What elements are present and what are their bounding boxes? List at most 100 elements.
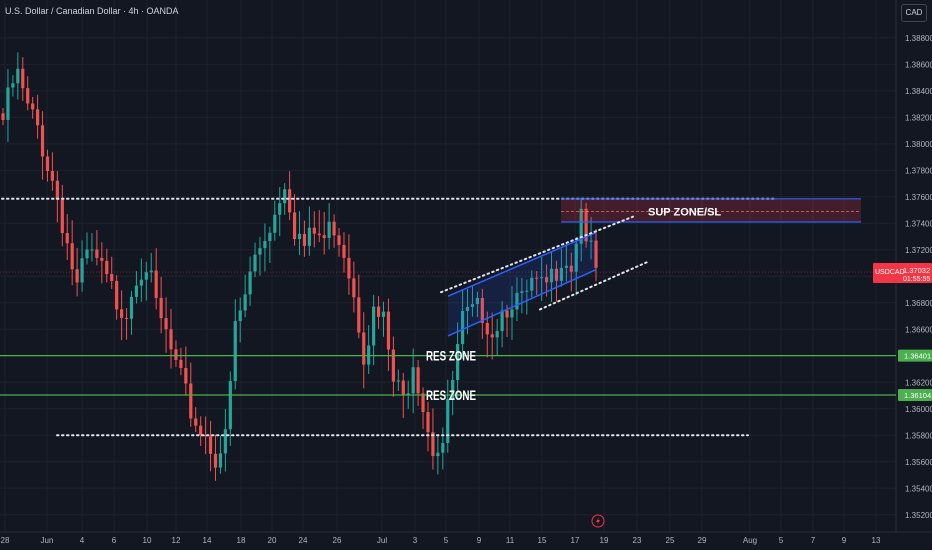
candle-body bbox=[55, 180, 59, 200]
price-tick-label: 1.36600 bbox=[905, 325, 932, 334]
candle-body bbox=[317, 233, 321, 236]
candle-body bbox=[105, 260, 109, 275]
price-tick-label: 1.38000 bbox=[905, 140, 932, 149]
time-tick-label: 12 bbox=[172, 536, 181, 545]
time-tick-label: 3 bbox=[413, 536, 418, 545]
channel-lower-line bbox=[447, 268, 597, 337]
candle-body bbox=[6, 87, 10, 120]
candle-body bbox=[115, 281, 119, 310]
candle-body bbox=[139, 279, 143, 286]
candle-body bbox=[431, 432, 435, 457]
candle-body bbox=[500, 310, 504, 332]
candle-body bbox=[134, 285, 139, 297]
price-tick-label: 1.37600 bbox=[905, 193, 932, 202]
bar-countdown: 01:55:55 bbox=[903, 276, 930, 283]
candle-body bbox=[90, 249, 94, 251]
candle-body bbox=[40, 125, 45, 157]
res-zone-label-2: RES ZONE bbox=[426, 387, 476, 403]
chart-grid bbox=[0, 0, 896, 532]
res-price-badge bbox=[898, 388, 932, 401]
candle-body bbox=[179, 359, 183, 368]
currency-button[interactable]: CAD bbox=[901, 4, 927, 22]
candle-body bbox=[65, 233, 69, 244]
candle-body bbox=[50, 171, 55, 181]
candle-body bbox=[559, 267, 564, 281]
candle-body bbox=[164, 318, 168, 330]
price-tick-label: 1.35800 bbox=[905, 431, 932, 440]
candle-body bbox=[223, 429, 227, 454]
candle-body bbox=[362, 332, 366, 365]
lower-diagonal-dotted bbox=[539, 260, 649, 311]
price-tick-label: 1.35600 bbox=[905, 458, 932, 467]
candle-body bbox=[451, 380, 455, 400]
time-tick-label: 9 bbox=[477, 536, 482, 545]
candle-body bbox=[238, 310, 242, 322]
candle-body bbox=[16, 68, 20, 84]
current-price-value: 1.37032 bbox=[903, 266, 930, 275]
res-price-value: 1.36104 bbox=[904, 391, 931, 400]
candle-body bbox=[357, 297, 361, 333]
candle-body bbox=[347, 257, 351, 279]
candle-body bbox=[110, 274, 114, 282]
candle-body bbox=[544, 277, 549, 283]
candle-body bbox=[594, 240, 598, 268]
time-tick-label: Aug bbox=[743, 536, 757, 545]
candle-body bbox=[327, 221, 331, 238]
candle-body bbox=[337, 235, 341, 245]
candle-body bbox=[258, 248, 262, 255]
candle-body bbox=[243, 294, 247, 311]
time-tick-label: 7 bbox=[811, 536, 816, 545]
candle-body bbox=[70, 243, 74, 270]
sup-zone-box bbox=[561, 198, 861, 222]
candle-body bbox=[120, 309, 124, 318]
candle-body bbox=[465, 306, 470, 311]
candle-body bbox=[485, 322, 489, 335]
candle-body bbox=[386, 311, 391, 350]
candle-body bbox=[436, 452, 440, 457]
candle-body bbox=[564, 265, 568, 268]
candle-body bbox=[278, 203, 282, 215]
candle-body bbox=[31, 103, 35, 110]
time-tick-label: 28 bbox=[1, 536, 10, 545]
time-tick-label: 6 bbox=[112, 536, 117, 545]
candle-body bbox=[194, 418, 198, 426]
candle-body bbox=[248, 271, 252, 295]
candle-body bbox=[426, 412, 430, 433]
candle-body bbox=[381, 311, 386, 317]
candle-body bbox=[35, 109, 40, 126]
candle-body bbox=[292, 212, 297, 240]
time-tick-label: 24 bbox=[299, 536, 308, 545]
candle-body bbox=[589, 240, 593, 242]
candle-body bbox=[129, 296, 134, 319]
candle-body bbox=[367, 345, 371, 365]
candle-body bbox=[332, 221, 336, 236]
candle-body bbox=[189, 383, 193, 419]
current-price-badge bbox=[873, 263, 932, 284]
time-tick-label: 5 bbox=[779, 536, 784, 545]
candle-body bbox=[411, 367, 415, 394]
time-tick-label: 13 bbox=[872, 536, 881, 545]
chart-title: U.S. Dollar / Canadian Dollar · 4h · OAN… bbox=[5, 6, 179, 16]
price-tick-label: 1.36000 bbox=[905, 405, 932, 414]
candle-body bbox=[288, 189, 292, 213]
candle-body bbox=[322, 235, 326, 238]
price-tick-label: 1.37200 bbox=[905, 246, 932, 255]
candle-body bbox=[1, 113, 5, 120]
candlestick-series bbox=[1, 52, 598, 481]
candle-body bbox=[495, 331, 499, 338]
price-tick-label: 1.38600 bbox=[905, 60, 932, 69]
price-tick-label: 1.38200 bbox=[905, 113, 932, 122]
time-tick-label: 20 bbox=[268, 536, 277, 545]
candle-body bbox=[584, 208, 588, 242]
candle-body bbox=[144, 272, 148, 280]
drawing-overlays: SUP ZONE/SL RES ZONE RES ZONE bbox=[0, 197, 896, 437]
time-tick-label: 10 bbox=[143, 536, 152, 545]
candle-body bbox=[253, 254, 257, 272]
price-tick-label: 1.37800 bbox=[905, 166, 932, 175]
candle-body bbox=[406, 393, 410, 396]
candle-body bbox=[85, 249, 89, 259]
res-price-value: 1.36401 bbox=[904, 352, 931, 361]
time-tick-label: 18 bbox=[237, 536, 246, 545]
